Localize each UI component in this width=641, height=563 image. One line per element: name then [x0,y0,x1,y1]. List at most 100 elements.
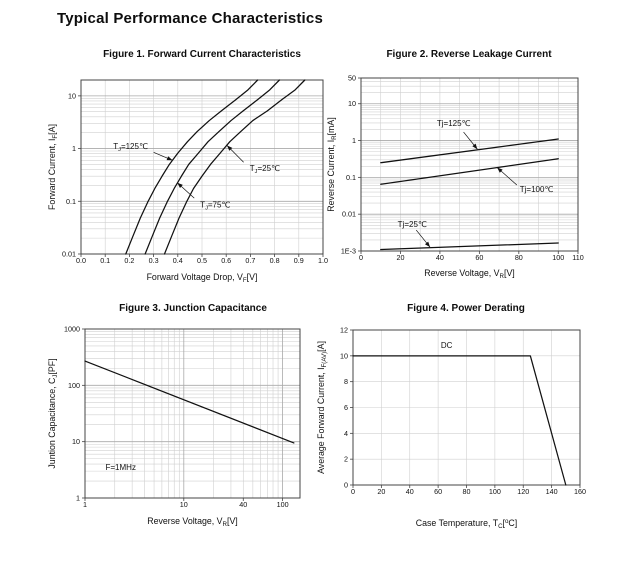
svg-text:TJ=25℃: TJ=25℃ [250,164,280,175]
figure-1-title: Figure 1. Forward Current Characteristic… [103,49,301,60]
figure-4-grid [353,330,580,485]
figure-3-annotation-0: F=1MHz [106,463,136,472]
figure-2-grid [361,78,578,251]
figure-2-panel: Figure 2. Reverse Leakage Current 0 20 40 6… [325,48,635,303]
figure-2-x-axis-label: Reverse Voltage, VR[V] [424,268,515,280]
figure-1-chart: 0.0 0.1 0.2 0.3 0.4 0.5 0.6 0.7 0.8 0.9 1.0 10 1 0.1 0… [47,79,328,284]
svg-text:20: 20 [377,487,385,496]
svg-text:DC: DC [441,341,453,350]
page-title: Typical Performance Characteristics [57,10,324,27]
svg-text:60: 60 [475,253,483,262]
figure-3-series-cj [84,360,295,444]
svg-text:100: 100 [489,487,501,496]
svg-text:12: 12 [340,326,348,335]
svg-text:20: 20 [396,253,404,262]
svg-text:4: 4 [344,429,348,438]
figure-4-series-dc [352,355,567,486]
figure-1-panel: Figure 1. Forward Current Characteristic… [45,48,345,303]
svg-text:8: 8 [344,377,348,386]
svg-text:0.01: 0.01 [62,250,76,259]
svg-text:2: 2 [344,455,348,464]
figure-4-y-axis-label: Average Forward Current, IF(AV)[A] [316,341,328,474]
svg-text:0: 0 [344,481,348,490]
svg-text:1000: 1000 [64,325,80,334]
svg-text:TJ=125℃: TJ=125℃ [113,142,148,153]
figure-2-annotation-1: Tj=100℃ [496,167,554,194]
svg-text:1: 1 [352,136,356,145]
figure-2-title: Figure 2. Reverse Leakage Current [386,49,552,60]
svg-text:0.4: 0.4 [173,256,183,265]
figure-3-chart: 1 10 40 100 1000 100 10 1 F=1MHz Reverse Voltage,… [47,325,301,528]
figure-3-frame [84,328,301,499]
svg-text:0.9: 0.9 [294,256,304,265]
svg-text:10: 10 [340,351,348,360]
figure-3-panel: Figure 3. Junction Capacitance 1 10 40 100 1… [45,302,345,560]
figure-4-panel: Figure 4. Power Derating 0 20 40 60 80 100 120… [315,302,635,562]
svg-text:TJ=75℃: TJ=75℃ [200,201,230,212]
figure-1-x-axis-label: Forward Voltage Drop, VF[V] [147,272,258,284]
svg-text:80: 80 [463,487,471,496]
figure-4-title: Figure 4. Power Derating [407,303,525,314]
figure-2-series-tj25c [380,242,559,251]
figure-1-series-tj125c [125,79,259,255]
figure-2-chart: 0 20 40 60 80 100 110 50 10 1 0.1 0.01 1E-3 Tj=125℃ Tj… [326,74,584,281]
figure-3-grid [85,329,300,498]
svg-text:60: 60 [434,487,442,496]
svg-text:100: 100 [68,381,80,390]
svg-text:F=1MHz: F=1MHz [106,463,136,472]
figure-2-y-axis-label: Reverse Current, IR[mA] [326,117,338,211]
figure-1-tick-labels: 0.0 0.1 0.2 0.3 0.4 0.5 0.6 0.7 0.8 0.9 1.0 10 1 0.1 0… [62,91,328,265]
svg-text:120: 120 [517,487,529,496]
figure-3-y-axis-label: Juntion Capacitance, CJ[PF] [47,358,59,468]
svg-text:1E-3: 1E-3 [341,247,356,256]
svg-text:10: 10 [72,437,80,446]
figure-3-tick-labels: 1 10 40 100 1000 100 10 1 [64,325,289,510]
svg-text:0.5: 0.5 [197,256,207,265]
svg-text:80: 80 [515,253,523,262]
svg-text:40: 40 [406,487,414,496]
svg-text:6: 6 [344,403,348,412]
figure-1-series-tj25c [163,79,306,255]
figure-2-frame [360,77,579,252]
figure-2-series-tj125c [380,138,559,164]
svg-text:0.01: 0.01 [342,210,356,219]
svg-text:10: 10 [180,500,188,509]
svg-text:1.0: 1.0 [318,256,328,265]
figure-4-x-axis-label: Case Temperature, TC[oC] [416,518,517,530]
svg-text:0.8: 0.8 [270,256,280,265]
svg-text:50: 50 [348,74,356,83]
svg-text:100: 100 [277,500,289,509]
svg-text:160: 160 [574,487,586,496]
svg-text:Tj=100℃: Tj=100℃ [520,185,554,194]
svg-text:110: 110 [572,253,583,262]
svg-text:0.1: 0.1 [100,256,110,265]
svg-text:0.7: 0.7 [245,256,255,265]
svg-text:10: 10 [68,91,76,100]
figure-2-series-tj100c [380,158,559,185]
figure-2-annotation-0: Tj=125℃ [437,119,478,150]
figure-1-grid [81,80,323,254]
svg-text:0: 0 [359,253,363,262]
svg-text:0.1: 0.1 [346,173,356,182]
svg-text:100: 100 [552,253,564,262]
svg-text:40: 40 [239,500,247,509]
svg-text:140: 140 [546,487,558,496]
svg-text:10: 10 [348,99,356,108]
figure-1-series-tj75c [144,79,281,255]
svg-text:0.0: 0.0 [76,256,86,265]
svg-text:1: 1 [72,144,76,153]
svg-text:0: 0 [351,487,355,496]
svg-text:0.1: 0.1 [66,197,76,206]
figure-3-x-axis-label: Reverse Voltage, VR[V] [147,516,238,528]
svg-text:1: 1 [76,494,80,503]
svg-text:Tj=25℃: Tj=25℃ [398,220,427,229]
figure-1-y-axis-label: Forward Current, IF[A] [47,124,59,210]
figure-4-annotation-0: DC [441,341,453,350]
figure-1-annotation-1: TJ=75℃ [177,182,230,212]
figure-2-tick-labels: 0 20 40 60 80 100 110 50 10 1 0.1 0.01 1E-3 [341,74,584,263]
svg-text:0.3: 0.3 [149,256,159,265]
svg-text:40: 40 [436,253,444,262]
svg-text:0.6: 0.6 [221,256,231,265]
